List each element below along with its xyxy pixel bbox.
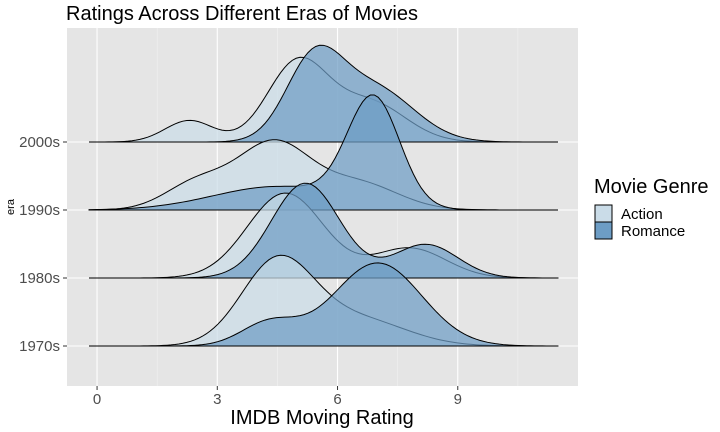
- x-tick-label: 6: [333, 391, 341, 408]
- x-tick-label: 9: [454, 391, 462, 408]
- legend: Movie Genre Action Romance: [594, 176, 709, 240]
- y-tick-label: 1970s: [19, 338, 60, 355]
- legend-key-romance: [594, 221, 613, 240]
- x-tick-label: 0: [93, 391, 101, 408]
- density-ridges: [88, 44, 559, 347]
- x-axis: 0 3 6 9: [93, 386, 462, 408]
- ridge-romance-2000s: [89, 44, 558, 143]
- legend-title: Movie Genre: [594, 176, 709, 198]
- y-axis-label: era: [5, 198, 17, 215]
- legend-key-action: [594, 204, 613, 223]
- y-axis: 1970s 1980s 1990s 2000s: [19, 134, 67, 355]
- ridge-romance-1980s: [89, 182, 559, 279]
- x-axis-label: IMDB Moving Rating: [230, 407, 413, 429]
- chart-title: Ratings Across Different Eras of Movies: [66, 3, 418, 25]
- y-tick-label: 1990s: [19, 202, 60, 219]
- legend-label-romance: Romance: [621, 223, 685, 240]
- y-tick-label: 2000s: [19, 134, 60, 151]
- x-tick-label: 3: [213, 391, 221, 408]
- legend-label-action: Action: [621, 206, 663, 223]
- ridge-romance-1990s: [88, 94, 558, 211]
- y-tick-label: 1980s: [19, 270, 60, 287]
- ridge-romance-1970s: [89, 262, 559, 347]
